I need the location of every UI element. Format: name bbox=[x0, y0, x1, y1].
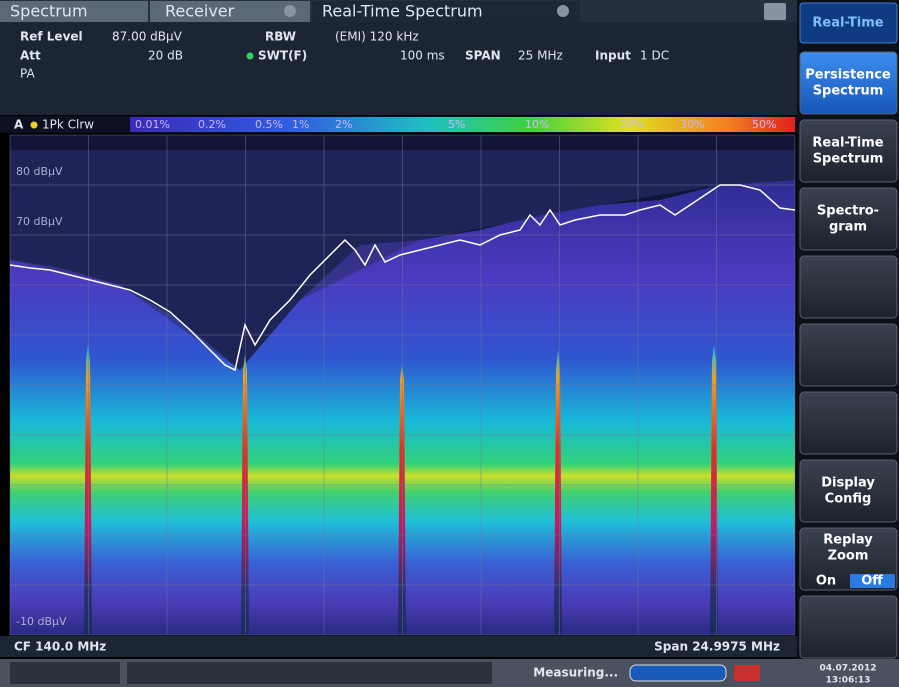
colorbar-label: 0.2% bbox=[198, 118, 226, 131]
softkey-label[interactable]: Spectrum bbox=[813, 152, 884, 167]
value: 100 ms bbox=[400, 49, 445, 63]
softkey[interactable] bbox=[799, 51, 898, 115]
label: Att bbox=[20, 49, 41, 63]
toggle-label[interactable]: Off bbox=[861, 574, 883, 589]
spike bbox=[554, 350, 562, 635]
tab-label[interactable]: Real-Time Spectrum bbox=[322, 2, 483, 21]
status-message: Measuring... bbox=[533, 666, 618, 680]
colorbar-label: 2% bbox=[335, 118, 352, 131]
colorbar-label: 0.5% bbox=[255, 118, 283, 131]
label: SWT(F) bbox=[258, 49, 307, 63]
value: 25 MHz bbox=[518, 49, 563, 63]
softkey[interactable] bbox=[799, 391, 898, 455]
tab-close[interactable] bbox=[557, 5, 569, 17]
softkey[interactable] bbox=[799, 323, 898, 387]
colorbar-label: 50% bbox=[752, 118, 776, 131]
softkey-label[interactable]: Display bbox=[821, 476, 875, 491]
toggle-off-bg[interactable] bbox=[850, 574, 895, 588]
softkey-title-label: Real-Time bbox=[812, 16, 883, 31]
softkey-label[interactable]: Spectro- bbox=[817, 204, 879, 219]
colorbar-label: 10% bbox=[525, 118, 549, 131]
spike bbox=[398, 365, 406, 635]
label: PA bbox=[20, 67, 35, 81]
progress-bar bbox=[629, 664, 727, 682]
softkey[interactable] bbox=[799, 595, 898, 659]
colorbar bbox=[130, 117, 795, 132]
toggle-label[interactable]: On bbox=[816, 574, 836, 589]
label: Ref Level bbox=[20, 30, 83, 44]
softkey-title bbox=[799, 2, 898, 44]
colorbar-label: 5% bbox=[448, 118, 465, 131]
spike bbox=[710, 345, 718, 635]
center-frequency: CF 140.0 MHz bbox=[14, 640, 106, 654]
tab-active[interactable] bbox=[312, 1, 580, 22]
menu-icon[interactable] bbox=[764, 3, 786, 20]
value: 1 DC bbox=[640, 49, 669, 63]
date: 04.07.2012 bbox=[820, 664, 877, 674]
trace-label: 1Pk Clrw bbox=[42, 118, 94, 132]
softkey[interactable] bbox=[799, 119, 898, 183]
softkey[interactable] bbox=[799, 459, 898, 523]
y-label: -10 dBµV bbox=[16, 615, 67, 628]
label: SPAN bbox=[465, 49, 501, 63]
tab-label[interactable]: Spectrum bbox=[10, 2, 88, 21]
value: 20 dB bbox=[148, 49, 183, 63]
softkey-label[interactable]: Zoom bbox=[828, 549, 869, 564]
indicator bbox=[246, 52, 254, 60]
softkey-label[interactable]: gram bbox=[829, 220, 867, 235]
footer bbox=[0, 636, 797, 657]
tab-close[interactable] bbox=[284, 5, 296, 17]
grid bbox=[9, 134, 796, 636]
window-label: A bbox=[14, 118, 24, 132]
status-field bbox=[127, 662, 492, 684]
persistence-haze bbox=[10, 150, 795, 370]
lxi-icon bbox=[734, 665, 760, 681]
softkey-label[interactable]: Persistence bbox=[805, 68, 891, 83]
spike bbox=[84, 345, 92, 635]
spike bbox=[241, 355, 249, 635]
colorbar-labels: 0.01% 0.2% 0.5% 1% 2% 5% 10% 20% 30% 50% bbox=[135, 118, 776, 131]
colorbar-label: 0.01% bbox=[135, 118, 170, 131]
trace-dot bbox=[30, 121, 38, 129]
value: (EMI) 120 kHz bbox=[335, 30, 419, 44]
y-label: 80 dBµV bbox=[16, 165, 63, 178]
softkeys: PersistenceSpectrumReal-TimeSpectrumSpec… bbox=[799, 51, 898, 659]
trace-line bbox=[9, 184, 796, 372]
span: Span 24.9975 MHz bbox=[654, 640, 780, 654]
softkey-label[interactable]: Replay bbox=[823, 533, 873, 548]
header bbox=[0, 22, 797, 115]
softkey[interactable] bbox=[799, 255, 898, 319]
label: Input bbox=[595, 49, 631, 63]
colorbar-label: 20% bbox=[620, 118, 644, 131]
colorbar-label: 30% bbox=[680, 118, 704, 131]
signal-spikes bbox=[84, 345, 718, 635]
softkey[interactable] bbox=[799, 187, 898, 251]
tab[interactable] bbox=[150, 1, 310, 22]
tab[interactable] bbox=[0, 1, 148, 22]
label: RBW bbox=[265, 30, 296, 44]
softkey-label[interactable]: Spectrum bbox=[813, 84, 884, 99]
status-field bbox=[10, 662, 120, 684]
tab-label[interactable]: Receiver bbox=[165, 2, 235, 21]
y-label: 70 dBµV bbox=[16, 215, 63, 228]
value: 87.00 dBµV bbox=[112, 30, 183, 44]
softkey-label[interactable]: Config bbox=[825, 492, 872, 507]
time: 13:06:13 bbox=[826, 676, 871, 686]
softkey-label[interactable]: Real-Time bbox=[812, 136, 883, 151]
colorbar-label: 1% bbox=[292, 118, 309, 131]
